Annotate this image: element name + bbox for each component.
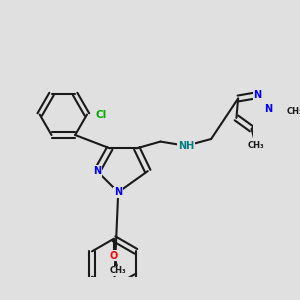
- Text: N: N: [93, 166, 101, 176]
- Text: N: N: [114, 187, 122, 197]
- Text: N: N: [265, 104, 273, 115]
- Text: CH₃: CH₃: [287, 107, 300, 116]
- Text: Cl: Cl: [95, 110, 107, 119]
- Text: NH: NH: [178, 141, 194, 151]
- Text: CH₃: CH₃: [110, 266, 127, 275]
- Text: N: N: [254, 90, 262, 100]
- Text: O: O: [110, 250, 118, 261]
- Text: CH₃: CH₃: [248, 141, 264, 150]
